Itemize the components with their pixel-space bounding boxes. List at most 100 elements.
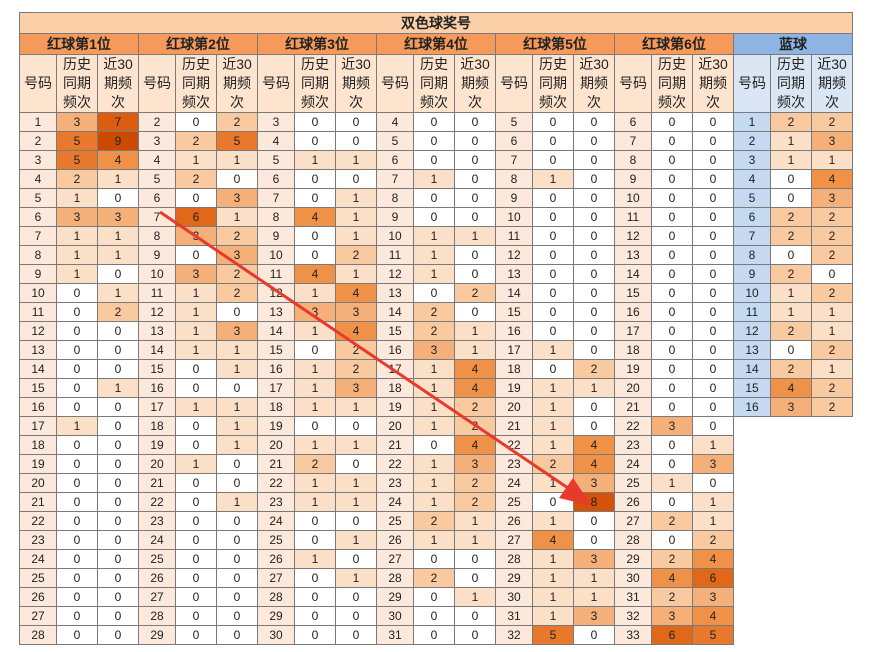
history-frequency-cell: 0	[56, 340, 98, 360]
recent30-frequency-cell: 0	[216, 169, 258, 189]
history-frequency-cell: 0	[56, 454, 98, 474]
recent30-frequency-cell: 0	[692, 302, 734, 322]
empty-cell	[811, 530, 853, 550]
ball-number-cell: 15	[733, 378, 771, 398]
table-row: 6 3 3 7 6 1 8 4 1 9 0 0 10 0 0 11 0 0 6 2 2	[19, 207, 853, 227]
ball-number-cell: 17	[376, 359, 414, 379]
recent30-frequency-cell: 0	[97, 340, 139, 360]
recent30-frequency-cell: 0	[692, 226, 734, 246]
ball-number-cell: 17	[138, 397, 176, 417]
history-frequency-cell: 1	[532, 169, 574, 189]
recent30-frequency-cell: 0	[573, 112, 615, 132]
recent30-frequency-header: 近30期频次	[811, 54, 853, 113]
history-frequency-cell: 2	[770, 226, 812, 246]
history-frequency-cell: 0	[651, 131, 693, 151]
ball-number-cell: 10	[614, 188, 652, 208]
ball-number-cell: 15	[257, 340, 295, 360]
ball-number-cell: 26	[19, 587, 57, 607]
recent30-frequency-cell: 3	[811, 131, 853, 151]
ball-number-cell: 29	[257, 606, 295, 626]
history-frequency-cell: 1	[413, 530, 455, 550]
history-frequency-cell: 2	[532, 454, 574, 474]
ball-number-cell: 22	[495, 435, 533, 455]
recent30-frequency-cell: 0	[454, 207, 496, 227]
recent30-frequency-cell: 0	[454, 112, 496, 132]
history-frequency-cell: 0	[413, 150, 455, 170]
ball-number-cell: 22	[257, 473, 295, 493]
table-title: 双色球奖号	[19, 12, 853, 34]
empty-cell	[733, 492, 771, 512]
history-frequency-cell: 1	[294, 321, 336, 341]
recent30-frequency-cell: 2	[335, 340, 377, 360]
ball-number-cell: 27	[19, 606, 57, 626]
ball-number-cell: 24	[138, 530, 176, 550]
recent30-frequency-cell: 1	[97, 378, 139, 398]
table-row: 9 1 0 10 3 2 11 4 1 12 1 0 13 0 0 14 0 0 9 2 0	[19, 264, 853, 284]
ball-number-cell: 4	[376, 112, 414, 132]
recent30-frequency-cell: 4	[811, 169, 853, 189]
recent30-frequency-cell: 1	[335, 473, 377, 493]
history-frequency-cell: 3	[770, 397, 812, 417]
recent30-frequency-cell: 6	[692, 568, 734, 588]
empty-cell	[733, 454, 771, 474]
number-header: 号码	[376, 54, 414, 113]
ball-number-cell: 24	[495, 473, 533, 493]
group-header-4: 红球第4位	[376, 33, 496, 55]
history-frequency-cell: 1	[413, 264, 455, 284]
recent30-frequency-cell: 1	[573, 568, 615, 588]
recent30-frequency-cell: 0	[573, 530, 615, 550]
history-frequency-cell: 1	[413, 416, 455, 436]
ball-number-cell: 11	[733, 302, 771, 322]
history-frequency-cell: 0	[413, 188, 455, 208]
recent30-frequency-cell: 1	[335, 530, 377, 550]
ball-number-cell: 7	[257, 188, 295, 208]
ball-number-cell: 13	[138, 321, 176, 341]
ball-number-cell: 19	[495, 378, 533, 398]
history-frequency-header: 历史同期频次	[294, 54, 336, 113]
ball-number-cell: 17	[257, 378, 295, 398]
history-frequency-cell: 1	[294, 473, 336, 493]
recent30-frequency-cell: 0	[454, 264, 496, 284]
recent30-frequency-cell: 0	[573, 245, 615, 265]
history-frequency-cell: 0	[175, 245, 217, 265]
recent30-frequency-cell: 5	[216, 131, 258, 151]
recent30-frequency-cell: 1	[692, 435, 734, 455]
history-frequency-cell: 0	[56, 492, 98, 512]
history-frequency-cell: 1	[532, 340, 574, 360]
recent30-frequency-cell: 0	[454, 625, 496, 645]
ball-number-cell: 10	[138, 264, 176, 284]
history-frequency-cell: 0	[294, 169, 336, 189]
ball-number-cell: 11	[376, 245, 414, 265]
recent30-frequency-cell: 0	[335, 606, 377, 626]
table-row: 21 0 0 22 0 1 23 1 1 24 1 2 25 0 8 26 0 1	[19, 492, 853, 512]
table-row: 20 0 0 21 0 0 22 1 1 23 1 2 24 1 3 25 1 0	[19, 473, 853, 493]
recent30-frequency-cell: 2	[811, 340, 853, 360]
history-frequency-cell: 0	[532, 283, 574, 303]
recent30-frequency-cell: 0	[573, 169, 615, 189]
empty-cell	[811, 511, 853, 531]
recent30-frequency-cell: 4	[454, 359, 496, 379]
recent30-frequency-cell: 0	[692, 321, 734, 341]
history-frequency-cell: 3	[413, 340, 455, 360]
history-frequency-cell: 0	[413, 207, 455, 227]
ball-number-cell: 9	[614, 169, 652, 189]
ball-number-cell: 15	[138, 359, 176, 379]
history-frequency-cell: 2	[175, 169, 217, 189]
recent30-frequency-cell: 1	[454, 511, 496, 531]
recent30-frequency-cell: 0	[97, 188, 139, 208]
ball-number-cell: 10	[733, 283, 771, 303]
ball-number-cell: 4	[733, 169, 771, 189]
history-frequency-cell: 1	[294, 549, 336, 569]
ball-number-cell: 22	[19, 511, 57, 531]
history-frequency-cell: 6	[651, 625, 693, 645]
recent30-frequency-cell: 1	[454, 587, 496, 607]
recent30-frequency-cell: 2	[335, 245, 377, 265]
empty-cell	[811, 416, 853, 436]
ball-number-cell: 12	[733, 321, 771, 341]
history-frequency-cell: 0	[770, 188, 812, 208]
recent30-frequency-cell: 0	[216, 625, 258, 645]
ball-number-cell: 28	[138, 606, 176, 626]
ball-number-cell: 19	[138, 435, 176, 455]
ball-number-cell: 8	[614, 150, 652, 170]
